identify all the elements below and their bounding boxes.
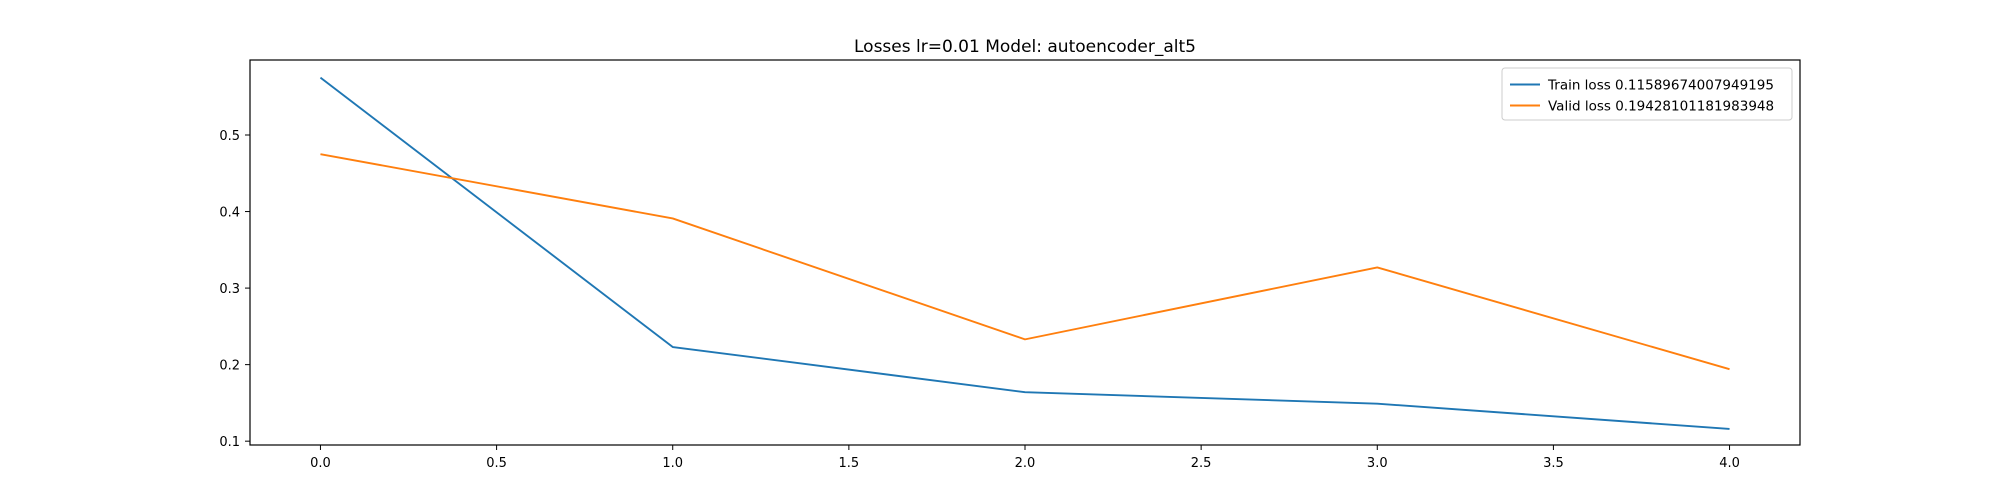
series-layer [319, 76, 1730, 430]
x-tick-label: 3.0 [1367, 456, 1388, 471]
x-tick-label: 4.0 [1719, 456, 1740, 471]
x-tick-label: 3.5 [1543, 456, 1564, 471]
y-tick-label: 0.1 [219, 435, 240, 450]
legend-label: Valid loss 0.19428101181983948 [1548, 99, 1774, 115]
y-axis: 0.1 0.2 0.3 0.4 0.5 [219, 129, 250, 450]
x-axis: 0.0 0.5 1.0 1.5 2.0 2.5 3.0 3.5 4.0 [310, 445, 1740, 471]
legend: Train loss 0.11589674007949195 Valid loss… [1501, 67, 1793, 121]
x-tick-label: 1.5 [839, 456, 860, 471]
x-tick-label: 2.0 [1015, 456, 1036, 471]
valid-loss-line [320, 153, 1730, 371]
legend-box [1501, 67, 1793, 121]
x-tick-label: 1.0 [662, 456, 683, 471]
x-tick-label: 0.5 [486, 456, 507, 471]
y-tick-label: 0.2 [219, 359, 240, 374]
y-tick-label: 0.3 [219, 282, 240, 297]
y-tick-label: 0.4 [219, 206, 240, 221]
x-tick-label: 2.5 [1191, 456, 1212, 471]
chart-title: Losses lr=0.01 Model: autoencoder_alt5 [854, 37, 1196, 57]
x-tick-label: 0.0 [310, 456, 331, 471]
y-tick-label: 0.5 [219, 129, 240, 144]
legend-label: Train loss 0.11589674007949195 [1547, 78, 1774, 94]
train-loss-line [319, 76, 1730, 430]
